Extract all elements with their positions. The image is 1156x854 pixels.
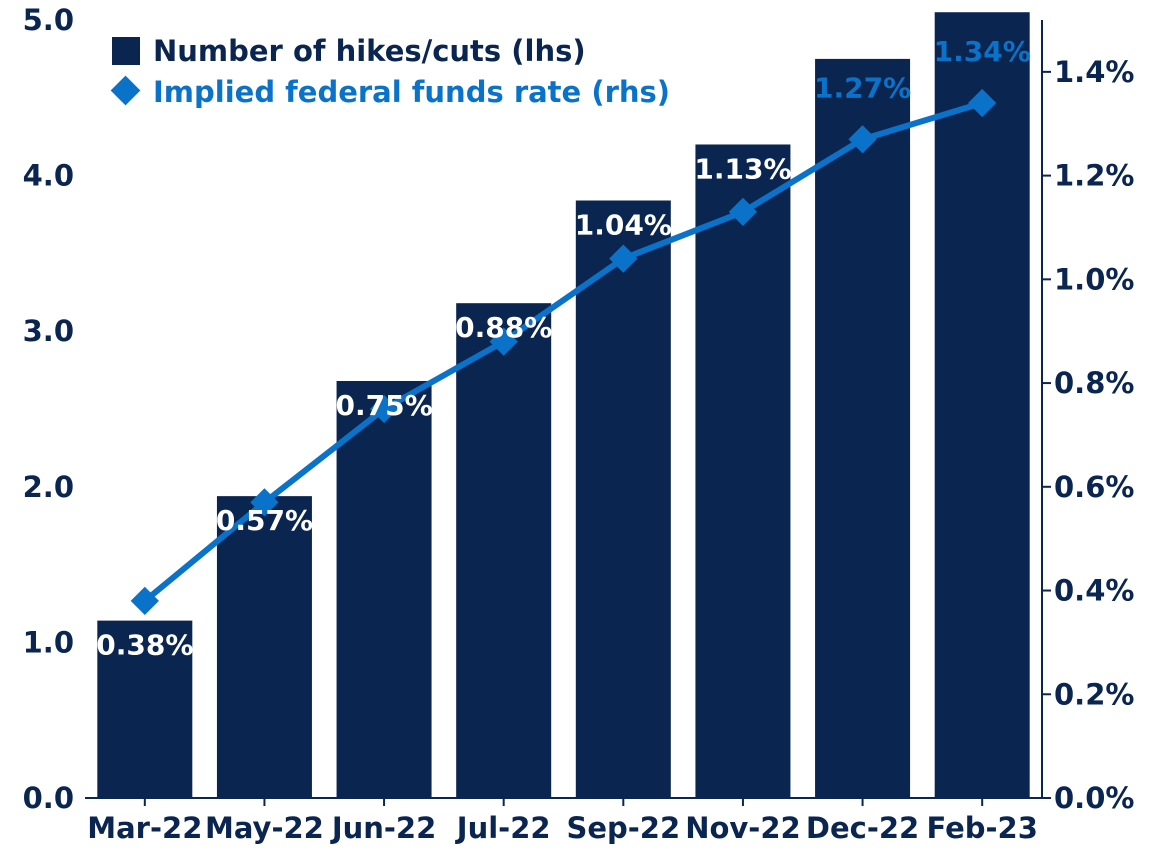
left-tick-label: 4.0	[23, 159, 74, 193]
right-tick-label: 0.4%	[1054, 574, 1134, 608]
bar-mar-22	[97, 620, 193, 798]
rate-point	[968, 88, 997, 118]
axes	[85, 20, 1043, 799]
legend-label-line: Implied federal funds rate (rhs)	[153, 75, 670, 109]
x-tick-label: Jul-22	[455, 811, 551, 845]
left-tick-label: 3.0	[23, 314, 74, 348]
rate-data-label: 0.75%	[335, 389, 432, 422]
bar-jun-22	[336, 380, 432, 798]
x-tick-label: May-22	[205, 811, 324, 845]
left-tick-label: 5.0	[23, 3, 74, 37]
right-tick-label: 1.0%	[1054, 262, 1134, 296]
legend-swatch-line	[110, 75, 141, 106]
bar-jul-22	[456, 303, 552, 798]
bar-data-labels: 0.38% 0.57% 0.75% 0.88% 1.04% 1.13% 1.27% 1.34%	[96, 35, 1031, 662]
rate-data-label: 0.38%	[96, 629, 193, 662]
right-tick-label: 1.4%	[1054, 55, 1134, 89]
rate-point	[130, 586, 159, 616]
right-tick-label: 1.2%	[1054, 159, 1134, 193]
rate-data-label: 0.57%	[216, 504, 313, 537]
bar-dec-22	[815, 58, 911, 798]
rate-data-label: 0.88%	[455, 311, 552, 344]
rate-point	[609, 244, 638, 273]
x-tick-label: Dec-22	[806, 811, 919, 845]
left-tick-label: 0.0	[23, 781, 74, 815]
bar-series	[97, 12, 1030, 799]
right-tick-label: 0.6%	[1054, 470, 1134, 504]
x-tick-label: Mar-22	[87, 811, 202, 845]
rate-line	[142, 100, 984, 604]
left-tick-label: 1.0	[23, 625, 74, 659]
legend-swatch-bars	[112, 37, 140, 65]
legend-label-bars: Number of hikes/cuts (lhs)	[153, 34, 586, 68]
rate-data-label: 1.04%	[575, 208, 672, 241]
x-tick-label: Jun-22	[330, 811, 436, 845]
legend: Number of hikes/cuts (lhs) Implied feder…	[110, 34, 670, 109]
bar-nov-22	[695, 144, 791, 799]
rate-data-label: 1.13%	[694, 152, 791, 185]
left-axis-ticks: 0.0 1.0 2.0 3.0 4.0 5.0	[23, 3, 74, 815]
right-axis-ticks: 0.0% 0.2% 0.4% 0.6% 0.8% 1.0% 1.2% 1.4%	[1042, 55, 1134, 815]
bar-may-22	[216, 496, 312, 798]
x-tick-label: Nov-22	[685, 811, 801, 845]
right-tick-label: 0.0%	[1054, 781, 1134, 815]
rate-point	[848, 125, 877, 154]
right-tick-label: 0.2%	[1054, 677, 1134, 711]
bar-sep-22	[575, 200, 671, 799]
rate-point	[369, 394, 399, 424]
right-tick-label: 0.8%	[1054, 366, 1134, 400]
line-series	[130, 88, 997, 616]
bar-feb-23	[934, 12, 1030, 799]
rate-point	[728, 197, 758, 227]
x-tick-label: Sep-22	[566, 811, 680, 845]
rate-point	[489, 327, 518, 356]
left-tick-label: 2.0	[23, 470, 74, 504]
rate-data-label: 1.27%	[814, 71, 911, 104]
rate-data-label: 1.34%	[934, 35, 1031, 68]
x-axis-ticks: Mar-22 May-22 Jun-22 Jul-22 Sep-22 Nov-22 Dec-…	[87, 798, 1038, 845]
x-tick-label: Feb-23	[926, 811, 1037, 845]
